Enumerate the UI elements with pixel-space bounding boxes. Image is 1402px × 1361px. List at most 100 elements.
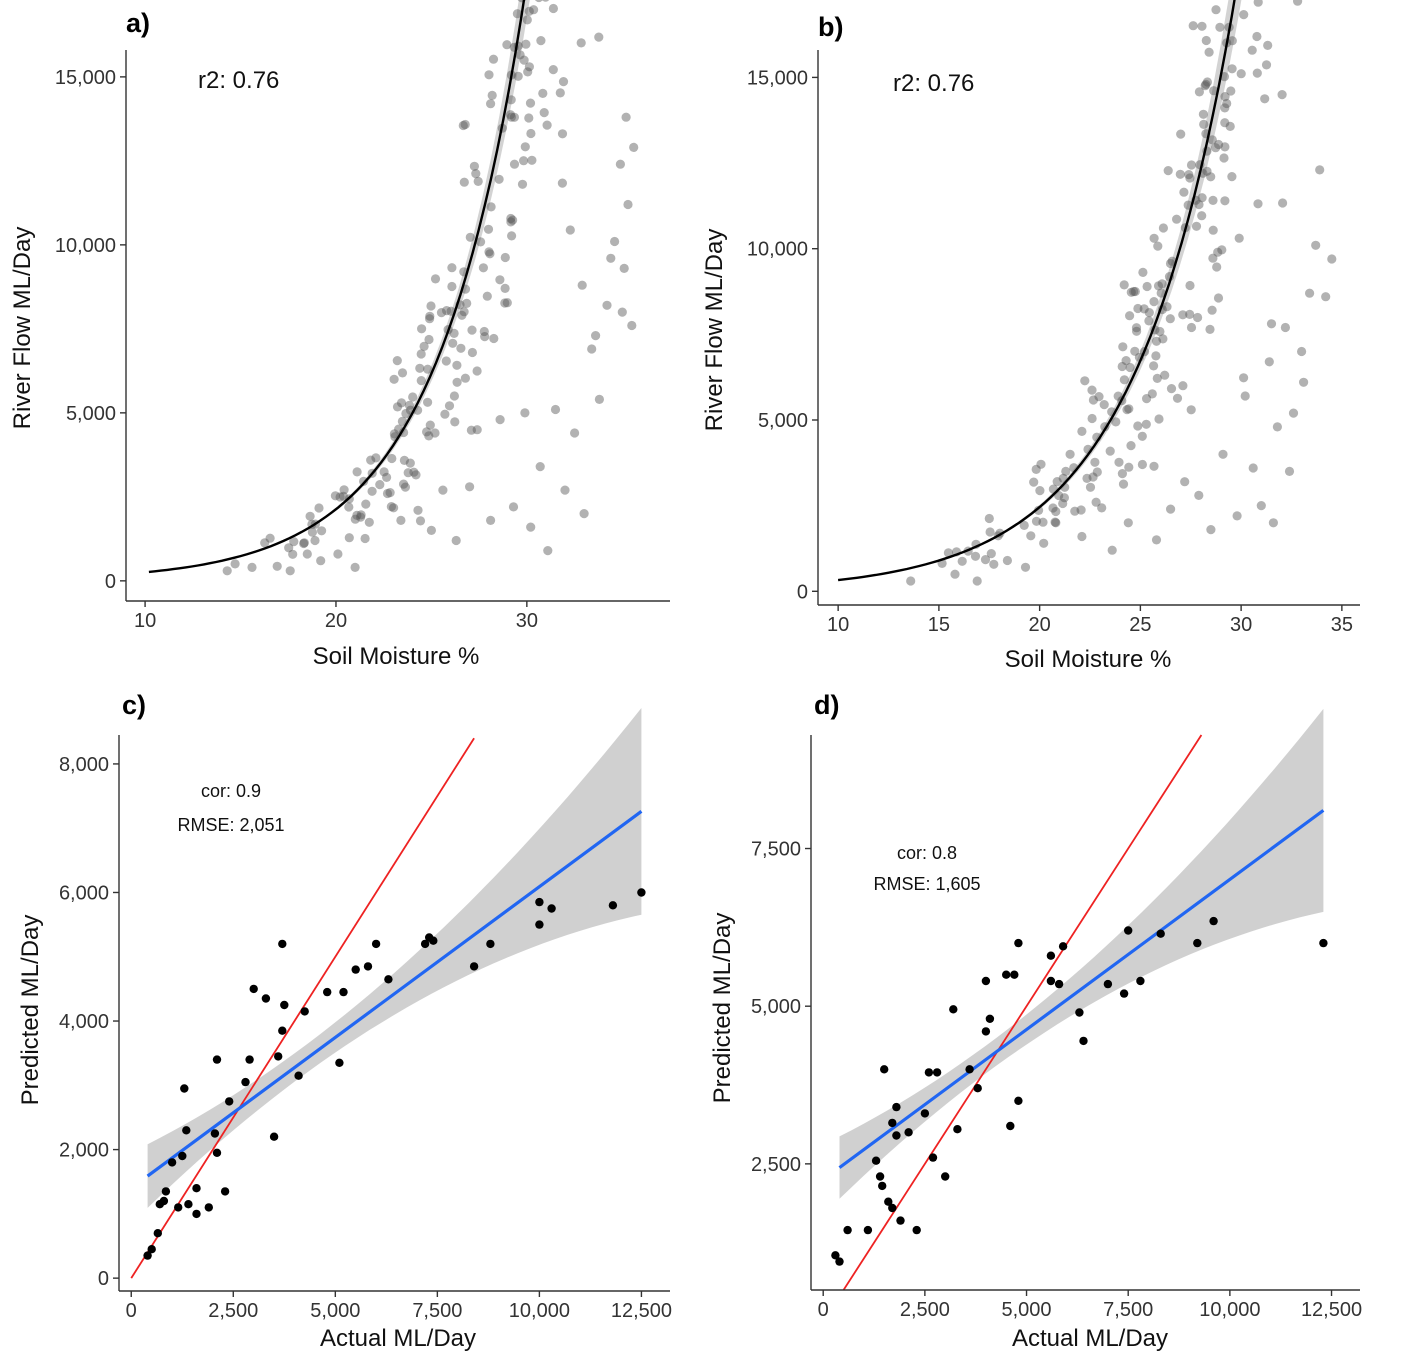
scatter-point (289, 537, 299, 547)
scatter-point (1129, 286, 1139, 297)
scatter-point (1158, 334, 1168, 344)
scatter-point (288, 549, 298, 559)
scatter-point (1088, 472, 1098, 482)
scatter-point (1197, 193, 1207, 203)
scatter-point (1311, 240, 1321, 250)
scatter-point (472, 366, 482, 376)
scatter-point (438, 485, 448, 495)
scatter-point (524, 62, 535, 72)
panel-c-plot: 0 2,500 5,000 7,500 10,000 12,500 0 2,000 4,000 6… (59, 708, 672, 1322)
scatter-point (429, 936, 438, 945)
scatter-point (1014, 938, 1023, 948)
scatter-point (1029, 477, 1039, 487)
scatter-point (1297, 346, 1307, 357)
x-tick-label: 10,000 (1199, 1299, 1260, 1321)
panel-d: d) cor: 0.8 RMSE: 1,605 0 2,500 5,000 7,500… (709, 690, 1362, 1352)
scatter-point (469, 161, 479, 171)
scatter-point (1194, 87, 1204, 97)
scatter-point (507, 215, 518, 225)
scatter-point (1147, 389, 1157, 399)
scatter-point (356, 510, 366, 520)
scatter-point (1126, 441, 1136, 451)
scatter-point (1186, 160, 1197, 170)
scatter-point (1191, 221, 1202, 231)
scatter-point (524, 6, 534, 16)
scatter-point (1039, 538, 1049, 548)
scatter-point (210, 1129, 220, 1138)
scatter-point (1153, 241, 1163, 251)
scatter-point (444, 401, 455, 411)
scatter-point (506, 213, 516, 224)
scatter-point (480, 332, 490, 342)
scatter-point (153, 1229, 162, 1238)
scatter-point (920, 1109, 930, 1118)
scatter-point (392, 402, 403, 412)
scatter-point (1201, 79, 1211, 89)
scatter-point (576, 38, 586, 48)
scatter-point (401, 408, 411, 419)
scatter-point (547, 904, 556, 913)
scatter-point (535, 897, 544, 907)
scatter-point (1193, 312, 1203, 323)
x-tick-label: 0 (818, 1299, 829, 1321)
scatter-point (449, 328, 459, 338)
scatter-point (344, 533, 354, 543)
scatter-point (247, 562, 257, 573)
scatter-point (1144, 316, 1154, 326)
scatter-point (1002, 970, 1011, 979)
scatter-point (579, 508, 589, 519)
scatter-point (1149, 297, 1159, 307)
scatter-point (502, 40, 512, 50)
x-tick-label: 20 (325, 610, 347, 632)
scatter-point (1077, 531, 1087, 542)
scatter-point (405, 458, 415, 468)
scatter-point (535, 920, 544, 929)
scatter-point (949, 1005, 958, 1014)
scatter-point (906, 576, 916, 586)
scatter-point (484, 70, 494, 80)
scatter-point (460, 373, 470, 383)
scatter-point (430, 428, 440, 438)
x-tick-label: 5,000 (1002, 1299, 1052, 1321)
y-tick-label: 2,000 (59, 1140, 109, 1162)
scatter-point (386, 502, 396, 512)
scatter-point (875, 1172, 885, 1181)
scatter-point (1158, 223, 1168, 233)
scatter-point (500, 283, 510, 293)
scatter-point (577, 280, 587, 290)
scatter-point (192, 1184, 201, 1193)
scatter-point (479, 326, 489, 337)
scatter-point (617, 307, 627, 317)
scatter-point (485, 249, 495, 259)
panel-a-r2-label: r2: 0.76 (198, 67, 279, 94)
scatter-point (1201, 35, 1211, 46)
scatter-point (486, 202, 496, 212)
scatter-point (462, 298, 472, 308)
y-tick-label: 10,000 (747, 239, 808, 261)
scatter-point (515, 50, 525, 60)
scatter-point (1132, 326, 1142, 336)
scatter-point (1305, 288, 1315, 298)
scatter-point (1227, 64, 1237, 74)
scatter-point (260, 538, 270, 548)
scatter-point (1130, 286, 1140, 297)
scatter-point (1253, 199, 1263, 209)
scatter-point (483, 224, 494, 234)
scatter-point (361, 499, 371, 509)
panel-c-y-title: Predicted ML/Day (17, 915, 44, 1106)
scatter-point (526, 522, 536, 532)
fit-curve (148, 0, 526, 574)
scatter-point (1125, 362, 1135, 373)
scatter-point (550, 404, 561, 415)
scatter-point (1209, 916, 1218, 926)
scatter-point (1186, 322, 1197, 333)
scatter-point (448, 338, 458, 348)
panel-a: a) r2: 0.76 10 20 30 0 5,000 10,000 15,000 Soi… (9, 0, 670, 670)
scatter-point (294, 1071, 303, 1080)
x-tick-label: 12,500 (611, 1300, 672, 1322)
scatter-point (1184, 170, 1194, 180)
scatter-point (1117, 469, 1127, 479)
scatter-point (1268, 518, 1278, 528)
scatter-point (403, 468, 413, 478)
scatter-point (1113, 391, 1123, 401)
